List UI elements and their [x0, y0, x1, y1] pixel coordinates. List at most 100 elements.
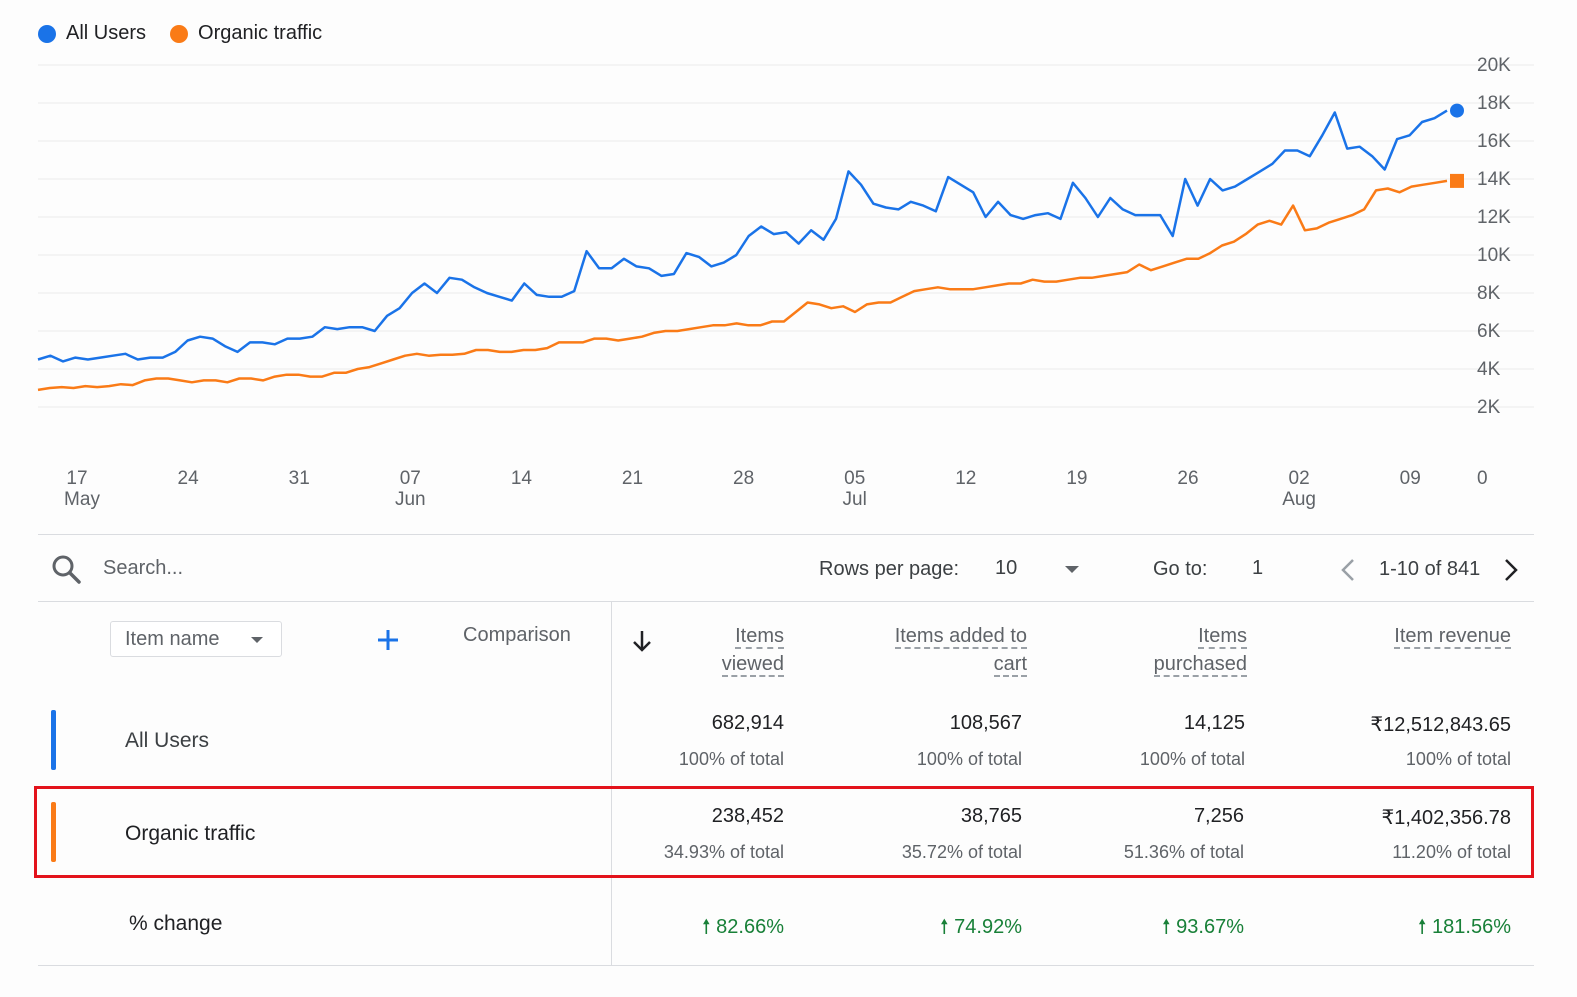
- comparison-label[interactable]: Comparison: [463, 624, 571, 646]
- y-tick-label: 6K: [1477, 321, 1501, 342]
- cell-value: 238,452: [711, 805, 784, 827]
- x-tick-day: 28: [733, 468, 754, 489]
- add-comparison-icon[interactable]: [376, 628, 400, 657]
- rows-per-page-select[interactable]: 10: [995, 557, 1085, 580]
- cell-value: 38,765: [960, 805, 1022, 827]
- column-header-items-viewed[interactable]: Items viewed: [721, 622, 784, 678]
- cell-value: 7,256: [1193, 805, 1244, 827]
- column-separator: [611, 602, 612, 966]
- row-label-percent-change: % change: [129, 912, 223, 935]
- chevron-down-icon: [251, 637, 263, 643]
- x-tick-month: Jun: [395, 489, 426, 510]
- legend-label: All Users: [66, 22, 147, 44]
- x-tick-day: 05: [844, 468, 865, 489]
- divider: [38, 534, 1534, 535]
- column-header-line: purchased: [1153, 653, 1247, 677]
- column-header-item-revenue[interactable]: Item revenue: [1394, 622, 1511, 650]
- chart-legend: All Users Organic traffic: [38, 22, 322, 45]
- change-value: 74.92%: [954, 916, 1022, 938]
- x-tick-day: 21: [622, 468, 643, 489]
- highlight-box: [34, 786, 1534, 878]
- change-value: 181.56%: [1432, 916, 1511, 938]
- y-tick-label: 12K: [1477, 207, 1511, 228]
- column-header-line: Items added to: [894, 625, 1027, 649]
- cell-percent: 51.36% of total: [1123, 842, 1244, 862]
- arrow-up-icon: 🠕: [702, 916, 717, 938]
- cell-change: 🠕 181.56%: [1418, 912, 1511, 946]
- rows-per-page-value: 10: [995, 557, 1018, 579]
- series-color-bar: [51, 802, 56, 862]
- y-tick-label: 18K: [1477, 93, 1511, 114]
- column-header-items-purchased[interactable]: Items purchased: [1153, 622, 1247, 678]
- cell-value: 108,567: [949, 712, 1022, 734]
- previous-page-icon[interactable]: [1338, 557, 1360, 588]
- legend-dot-icon: [38, 24, 56, 43]
- search-icon[interactable]: [50, 553, 82, 590]
- cell-change: 🠕 82.66%: [702, 912, 784, 946]
- x-tick-day: 19: [1066, 468, 1087, 489]
- cell-change: 🠕 93.67%: [1162, 912, 1244, 946]
- cell-percent: 100% of total: [1405, 749, 1511, 769]
- arrow-up-icon: 🠕: [1162, 916, 1177, 938]
- change-value: 93.67%: [1176, 916, 1244, 938]
- series-end-marker: [1450, 103, 1464, 118]
- chart-series: [37, 103, 1464, 392]
- column-header-line: Item revenue: [1394, 625, 1511, 649]
- cell-percent: 100% of total: [678, 749, 784, 769]
- row-label-organic-traffic: Organic traffic: [125, 822, 256, 845]
- legend-dot-icon: [170, 24, 189, 43]
- dimension-select[interactable]: Item name: [110, 621, 282, 657]
- next-page-icon[interactable]: [1500, 557, 1522, 588]
- series-color-bar: [51, 710, 56, 770]
- column-header-line: Items: [735, 625, 784, 649]
- x-tick-day: 09: [1400, 468, 1421, 489]
- x-tick-day: 24: [178, 468, 200, 489]
- x-tick-day: 02: [1289, 468, 1310, 489]
- chart-grid: [38, 64, 1534, 408]
- series-line-organic-traffic: [37, 179, 1448, 392]
- arrow-up-icon: 🠕: [1417, 916, 1433, 938]
- x-tick-day: 17: [66, 468, 87, 489]
- y-tick-label: 16K: [1477, 131, 1511, 152]
- legend-item-all-users[interactable]: All Users: [38, 22, 146, 45]
- cell-percent: 100% of total: [1139, 749, 1245, 769]
- cell-value: ₹1,402,356.78: [1381, 807, 1511, 829]
- x-tick-month: May: [64, 489, 100, 510]
- column-header-items-added-to-cart[interactable]: Items added to cart: [894, 622, 1027, 678]
- y-tick-label: 10K: [1477, 245, 1511, 266]
- cell-percent: 35.72% of total: [901, 842, 1022, 862]
- cell-value: 682,914: [711, 712, 784, 734]
- rows-per-page-label: Rows per page:: [819, 558, 960, 580]
- y-tick-label: 8K: [1477, 283, 1501, 304]
- goto-input[interactable]: 1: [1252, 557, 1264, 579]
- pagination-range: 1-10 of 841: [1379, 558, 1481, 580]
- cell-value: ₹12,512,843.65: [1370, 714, 1511, 736]
- chevron-down-icon: [1065, 566, 1079, 573]
- dimension-select-value: Item name: [125, 627, 220, 650]
- x-tick-day: 14: [511, 468, 533, 489]
- legend-item-organic-traffic[interactable]: Organic traffic: [170, 22, 322, 45]
- search-input[interactable]: Search...: [103, 557, 184, 579]
- cell-percent: 11.20% of total: [1392, 842, 1511, 862]
- sort-descending-icon[interactable]: [631, 628, 653, 659]
- y-tick-label: 4K: [1477, 359, 1501, 380]
- arrow-up-icon: 🠕: [940, 916, 955, 938]
- cell-percent: 100% of total: [916, 749, 1022, 769]
- cell-value: 14,125: [1183, 712, 1245, 734]
- column-header-line: cart: [993, 653, 1027, 677]
- column-header-line: Items: [1198, 625, 1247, 649]
- x-tick-month: Aug: [1282, 489, 1316, 510]
- x-tick-day: 07: [400, 468, 421, 489]
- cell-change: 🠕 74.92%: [940, 912, 1022, 946]
- x-tick-month: Jul: [843, 489, 867, 510]
- series-end-marker: [1450, 173, 1464, 188]
- y-tick-label: 0: [1477, 468, 1488, 489]
- goto-label: Go to:: [1153, 558, 1208, 580]
- cell-percent: 34.93% of total: [663, 842, 784, 862]
- y-axis-ticks: 20K 18K 16K 14K 12K 10K 8K 6K 4K 2K 0: [1477, 55, 1511, 489]
- series-line-all-users: [37, 109, 1448, 363]
- x-tick-day: 12: [955, 468, 976, 489]
- column-header-line: viewed: [721, 653, 784, 677]
- y-tick-label: 20K: [1477, 55, 1511, 76]
